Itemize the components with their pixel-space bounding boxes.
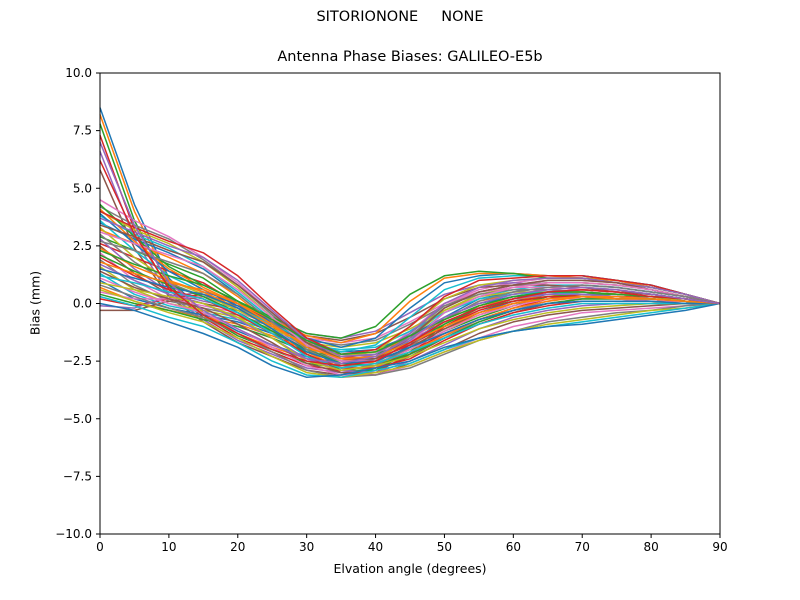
figure-suptitle: SITORIONONE NONE bbox=[316, 9, 484, 25]
axes-layer: 0 10 20 30 40 50 60 70 80 90 −10.0 −7.5 −5.0 −2.5 0.0 2… bbox=[55, 66, 727, 554]
y-axis-label: Bias (mm) bbox=[27, 270, 43, 336]
x-tick-label: 70 bbox=[575, 540, 590, 554]
y-tick-label: −7.5 bbox=[63, 469, 92, 483]
series-line bbox=[99, 210, 721, 355]
series-line bbox=[99, 268, 720, 365]
series-line bbox=[99, 275, 720, 369]
y-tick-label: −5.0 bbox=[63, 412, 92, 426]
x-tick-label: 40 bbox=[368, 540, 383, 554]
chart-title: Antenna Phase Biases: GALILEO-E5b bbox=[277, 49, 543, 65]
x-tick-label: 30 bbox=[299, 540, 314, 554]
series-line bbox=[99, 288, 721, 379]
y-tick-label: 0.0 bbox=[73, 297, 92, 311]
series-line bbox=[99, 295, 721, 379]
x-tick-label: 80 bbox=[643, 540, 658, 554]
series-line bbox=[99, 302, 721, 379]
x-tick-label: 10 bbox=[161, 540, 176, 554]
series-line bbox=[99, 160, 721, 367]
y-tick-label: 5.0 bbox=[73, 181, 92, 195]
x-tick-label: 60 bbox=[506, 540, 521, 554]
series-line bbox=[99, 282, 720, 372]
series-line bbox=[99, 107, 721, 365]
x-tick-label: 90 bbox=[712, 540, 727, 554]
y-tick-label: −2.5 bbox=[63, 354, 92, 368]
y-tick-label: −10.0 bbox=[55, 527, 92, 541]
y-tick-label: 2.5 bbox=[73, 239, 92, 253]
y-tick-label: 10.0 bbox=[65, 66, 92, 80]
x-tick-label: 50 bbox=[437, 540, 452, 554]
series-line bbox=[99, 249, 721, 355]
series-line bbox=[99, 141, 721, 365]
series-line bbox=[99, 284, 721, 379]
series-line bbox=[99, 151, 721, 374]
series-layer bbox=[99, 107, 721, 379]
y-tick-label: 7.5 bbox=[73, 124, 92, 138]
series-line bbox=[99, 114, 721, 367]
x-tick-label: 0 bbox=[96, 540, 104, 554]
x-tick-label: 20 bbox=[230, 540, 245, 554]
x-axis-label: Elvation angle (degrees) bbox=[333, 561, 487, 576]
